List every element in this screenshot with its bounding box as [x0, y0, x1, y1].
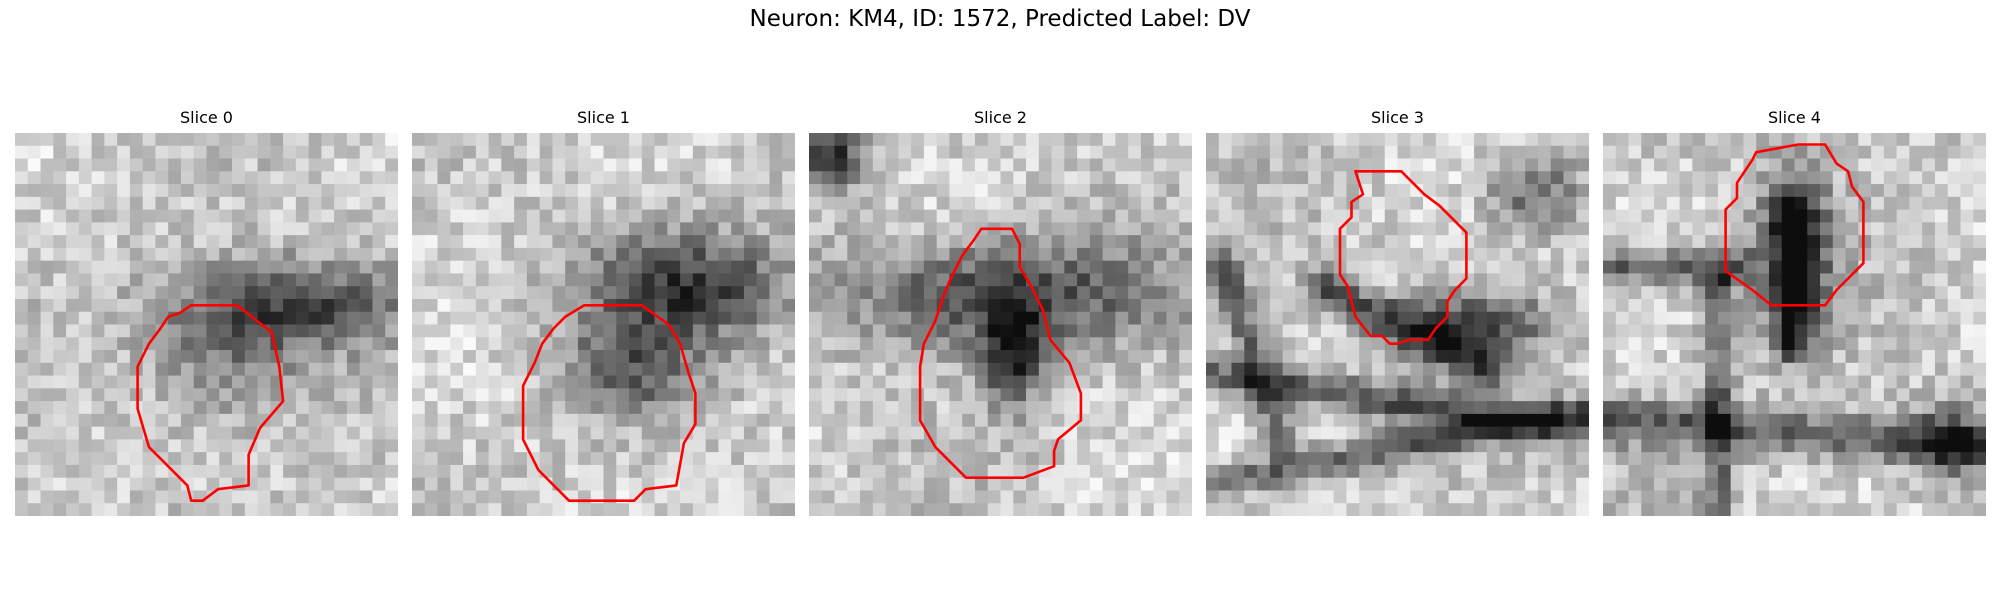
panel-title: Slice 3 [1371, 108, 1424, 127]
panel-title: Slice 0 [180, 108, 233, 127]
slice-image [1603, 133, 1986, 516]
pixel-grid [1603, 133, 1986, 516]
segmentation-contour [1724, 143, 1865, 307]
pixel-grid [15, 133, 398, 516]
pixel-grid [809, 133, 1192, 516]
slice-image [1206, 133, 1589, 516]
panel-title: Slice 2 [974, 108, 1027, 127]
pixel-grid [412, 133, 795, 516]
slice-image [809, 133, 1192, 516]
segmentation-contour [521, 304, 697, 503]
segmentation-contour [136, 304, 285, 503]
pixel-grid [1206, 133, 1589, 516]
slice-image [412, 133, 795, 516]
panel-title: Slice 4 [1768, 108, 1821, 127]
panel-title: Slice 1 [577, 108, 630, 127]
slice-image [15, 133, 398, 516]
figure-title: Neuron: KM4, ID: 1572, Predicted Label: … [749, 6, 1251, 32]
segmentation-contour [918, 227, 1083, 480]
segmentation-contour [1338, 169, 1468, 345]
